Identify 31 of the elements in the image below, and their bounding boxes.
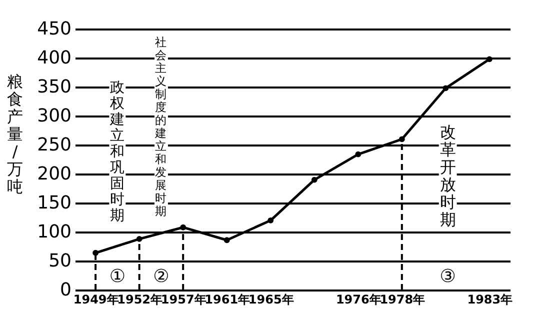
annotation: ② xyxy=(153,266,170,287)
y-tick-label: 400 xyxy=(37,48,72,68)
point xyxy=(268,217,274,224)
point xyxy=(355,151,362,158)
x-tick-label: 1965年 xyxy=(248,292,294,306)
x-tick-label: 1952年 xyxy=(117,292,163,306)
text: 社会主义制度的建立和发展时期 xyxy=(155,35,168,218)
y-tick-label: 150 xyxy=(37,192,72,214)
point xyxy=(311,176,318,183)
text: 政权建立和巩固时期 xyxy=(110,80,125,224)
point xyxy=(486,56,492,62)
y-tick-label: 50 xyxy=(48,250,72,272)
x-tick-label: 1976年 xyxy=(336,292,382,306)
point xyxy=(442,85,449,92)
y-tick-label: 350 xyxy=(37,76,72,98)
x-tick-label: 1957年 xyxy=(160,292,206,306)
y-tick-label: 100 xyxy=(37,222,72,242)
annotation: ③ xyxy=(440,266,456,287)
x-tick-label: 1961年 xyxy=(204,292,250,306)
y-tick-label: 0 xyxy=(60,280,72,300)
y-axis-title: 粮食产量/万吨 xyxy=(7,72,23,196)
x-tick-label: 1983年 xyxy=(467,292,513,306)
y-tick-label: 200 xyxy=(37,164,72,184)
annotation: ① xyxy=(109,266,126,287)
point xyxy=(224,237,230,244)
annotation: 改革开放时期 xyxy=(440,122,456,230)
x-tick-label: 1978年 xyxy=(380,292,426,306)
y-tick-label: 300 xyxy=(37,106,72,126)
x-tick-label: 1949年 xyxy=(73,292,119,306)
y-tick-label: 250 xyxy=(37,134,72,156)
y-tick-label: 450 xyxy=(37,18,72,40)
